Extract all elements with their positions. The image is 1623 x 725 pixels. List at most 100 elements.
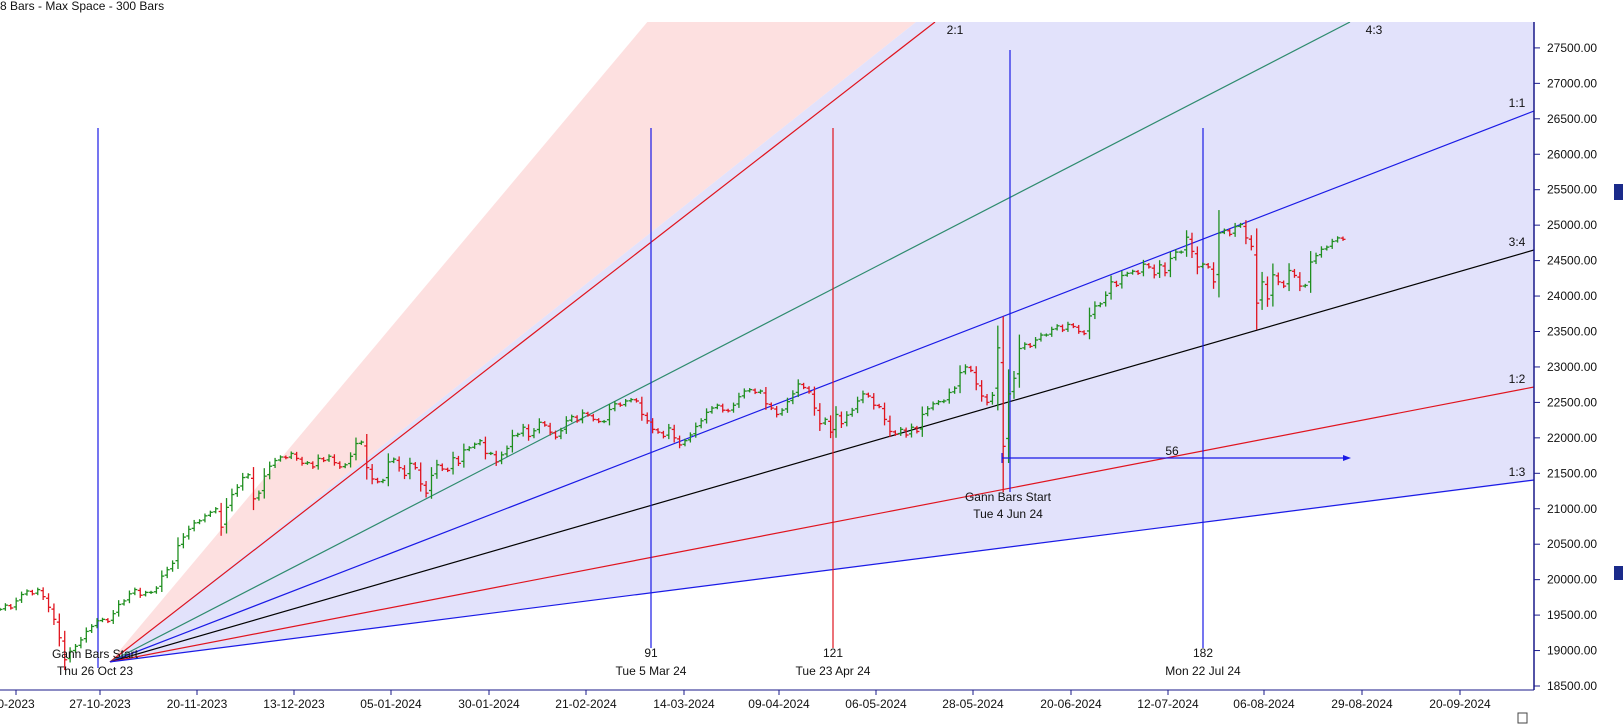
ohlc-bar[interactable] — [1146, 262, 1152, 269]
ohlc-bar[interactable] — [720, 403, 726, 413]
ohlc-bar[interactable] — [1227, 228, 1233, 237]
ohlc-bar[interactable] — [542, 421, 548, 427]
ohlc-bar[interactable] — [1140, 259, 1146, 277]
ohlc-bar[interactable] — [8, 604, 14, 610]
ohlc-bar[interactable] — [515, 432, 521, 438]
ohlc-bar[interactable] — [741, 388, 747, 399]
ohlc-bar[interactable] — [919, 406, 925, 437]
ohlc-bar[interactable] — [1286, 263, 1292, 292]
ohlc-bar[interactable] — [1324, 245, 1330, 251]
ohlc-bar[interactable] — [229, 488, 235, 512]
ohlc-bar[interactable] — [1097, 302, 1103, 308]
ohlc-bar[interactable] — [180, 533, 186, 549]
ohlc-bar[interactable] — [477, 439, 483, 446]
ohlc-bar[interactable] — [1124, 271, 1130, 277]
ohlc-bar[interactable] — [930, 401, 936, 411]
ohlc-bar[interactable] — [995, 325, 1001, 411]
ohlc-bar[interactable] — [2, 603, 8, 611]
ohlc-bar[interactable] — [1264, 276, 1270, 307]
ohlc-bar[interactable] — [391, 457, 397, 464]
ohlc-bar[interactable] — [882, 402, 888, 426]
ohlc-bar[interactable] — [747, 388, 753, 393]
ohlc-bar[interactable] — [67, 647, 73, 663]
ohlc-bar[interactable] — [1033, 337, 1039, 349]
ohlc-bar[interactable] — [358, 440, 364, 445]
ohlc-bar[interactable] — [903, 427, 909, 438]
ohlc-bar[interactable] — [941, 399, 947, 404]
ohlc-bar[interactable] — [186, 525, 192, 540]
ohlc-bar[interactable] — [331, 454, 337, 466]
ohlc-bar[interactable] — [806, 386, 812, 394]
ohlc-bar[interactable] — [353, 437, 359, 461]
ohlc-bar[interactable] — [1103, 291, 1109, 307]
ohlc-bar[interactable] — [385, 453, 391, 487]
ohlc-bar[interactable] — [1259, 271, 1265, 310]
ohlc-bar[interactable] — [137, 587, 143, 598]
ohlc-bar[interactable] — [887, 415, 893, 438]
ohlc-bar[interactable] — [1022, 342, 1028, 350]
ohlc-bar[interactable] — [989, 391, 995, 405]
ohlc-bar[interactable] — [315, 454, 321, 470]
ohlc-bar[interactable] — [898, 427, 904, 436]
ohlc-bar[interactable] — [1113, 280, 1119, 288]
ohlc-bar[interactable] — [1087, 307, 1093, 340]
ohlc-bar[interactable] — [1011, 371, 1017, 399]
ohlc-bar[interactable] — [574, 415, 580, 423]
ohlc-bar[interactable] — [0, 607, 3, 612]
ohlc-bar[interactable] — [677, 435, 683, 449]
ohlc-bar[interactable] — [957, 365, 963, 394]
ohlc-bar[interactable] — [493, 450, 499, 466]
ohlc-bar[interactable] — [197, 519, 203, 525]
ohlc-bar[interactable] — [1119, 270, 1125, 289]
gann-fan-line[interactable] — [109, 249, 1534, 663]
ohlc-bar[interactable] — [795, 379, 801, 398]
ohlc-bar[interactable] — [261, 468, 267, 499]
ohlc-bar[interactable] — [369, 464, 375, 485]
ohlc-bar[interactable] — [774, 406, 780, 418]
ohlc-bar[interactable] — [1135, 269, 1141, 275]
ohlc-bar[interactable] — [531, 428, 537, 439]
ohlc-bar[interactable] — [375, 477, 381, 484]
ohlc-bar[interactable] — [1173, 249, 1179, 261]
ohlc-bar[interactable] — [962, 364, 968, 375]
ohlc-bar[interactable] — [1232, 222, 1238, 237]
ohlc-bar[interactable] — [445, 467, 451, 473]
ohlc-bar[interactable] — [29, 589, 35, 596]
ohlc-bar[interactable] — [466, 446, 472, 452]
ohlc-bar[interactable] — [714, 403, 720, 410]
ohlc-bar[interactable] — [660, 430, 666, 439]
ohlc-bar[interactable] — [218, 502, 224, 536]
ohlc-bar[interactable] — [423, 481, 429, 498]
ohlc-bar[interactable] — [1043, 333, 1049, 337]
ohlc-bar[interactable] — [1243, 220, 1249, 245]
ohlc-bar[interactable] — [132, 587, 138, 596]
ohlc-bar[interactable] — [1054, 324, 1060, 331]
ohlc-bar[interactable] — [838, 411, 844, 428]
ohlc-bar[interactable] — [1060, 324, 1066, 333]
ohlc-bar[interactable] — [78, 636, 84, 649]
ohlc-bar[interactable] — [763, 387, 769, 410]
ohlc-bar[interactable] — [520, 423, 526, 437]
gann-fan-line[interactable] — [109, 110, 1534, 663]
ohlc-bar[interactable] — [380, 478, 386, 484]
ohlc-bar[interactable] — [1049, 326, 1055, 337]
ohlc-bar[interactable] — [396, 456, 402, 472]
ohlc-bar[interactable] — [418, 462, 424, 492]
ohlc-bar[interactable] — [601, 419, 607, 424]
ohlc-bar[interactable] — [1308, 251, 1314, 293]
ohlc-bar[interactable] — [126, 590, 132, 604]
ohlc-bar[interactable] — [1248, 235, 1254, 251]
ohlc-bar[interactable] — [909, 423, 915, 438]
ohlc-bar[interactable] — [428, 467, 434, 499]
ohlc-bar[interactable] — [407, 457, 413, 480]
ohlc-bar[interactable] — [860, 390, 866, 404]
ohlc-bar[interactable] — [1189, 232, 1195, 259]
ohlc-bar[interactable] — [472, 442, 478, 449]
ohlc-bar[interactable] — [1221, 228, 1227, 235]
ohlc-bar[interactable] — [110, 610, 116, 624]
ohlc-bar[interactable] — [628, 397, 634, 403]
ohlc-bar[interactable] — [1151, 264, 1157, 279]
ohlc-bar[interactable] — [876, 403, 882, 409]
ohlc-bar[interactable] — [56, 613, 62, 647]
right-edge-scroll-indicator-mid[interactable] — [1614, 566, 1623, 580]
